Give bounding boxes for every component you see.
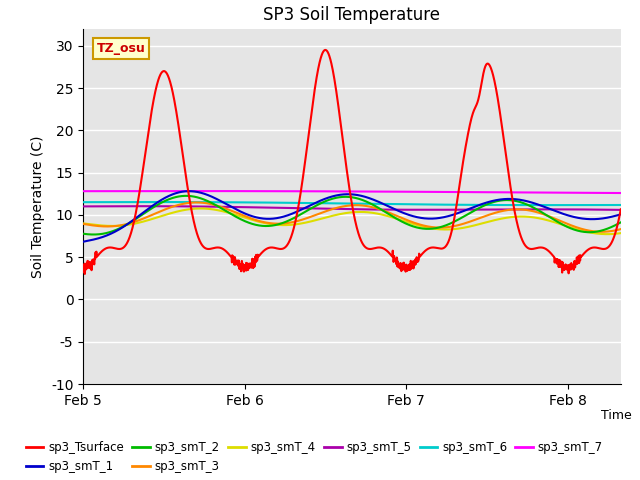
sp3_smT_7 [327, 189, 335, 194]
sp3_smT_2 [79, 231, 87, 237]
sp3_smT_5 [341, 206, 349, 212]
Y-axis label: Soil Temperature (C): Soil Temperature (C) [31, 135, 45, 277]
sp3_smT_6 [617, 202, 625, 208]
Text: TZ_osu: TZ_osu [97, 42, 145, 55]
sp3_smT_4 [327, 214, 335, 219]
sp3_smT_7 [107, 188, 115, 194]
sp3_Tsurface [341, 155, 349, 161]
sp3_smT_6 [341, 201, 349, 206]
sp3_Tsurface [602, 246, 609, 252]
sp3_smT_5 [107, 204, 115, 209]
Line: sp3_smT_1: sp3_smT_1 [83, 191, 621, 242]
Title: SP3 Soil Temperature: SP3 Soil Temperature [264, 6, 440, 24]
sp3_smT_1 [503, 196, 511, 202]
sp3_smT_7 [617, 190, 625, 196]
sp3_smT_4 [196, 205, 204, 211]
sp3_Tsurface [602, 246, 609, 252]
sp3_smT_6 [107, 199, 115, 205]
sp3_smT_5 [503, 206, 511, 212]
Line: sp3_smT_5: sp3_smT_5 [83, 206, 621, 210]
Line: sp3_Tsurface: sp3_Tsurface [83, 50, 621, 274]
sp3_smT_7 [602, 190, 609, 196]
sp3_smT_2 [90, 232, 97, 238]
Line: sp3_smT_7: sp3_smT_7 [83, 191, 621, 193]
sp3_smT_3 [602, 229, 609, 235]
sp3_smT_4 [341, 210, 349, 216]
sp3_Tsurface [107, 245, 115, 251]
sp3_smT_4 [602, 231, 609, 237]
sp3_smT_2 [602, 227, 609, 232]
sp3_smT_6 [152, 199, 159, 205]
sp3_smT_2 [617, 219, 625, 225]
sp3_Tsurface [503, 160, 511, 166]
sp3_smT_2 [327, 196, 335, 202]
sp3_smT_5 [602, 207, 609, 213]
sp3_smT_2 [602, 227, 609, 232]
sp3_smT_6 [79, 199, 87, 205]
Legend: sp3_Tsurface, sp3_smT_1, sp3_smT_2, sp3_smT_3, sp3_smT_4, sp3_smT_5, sp3_smT_6, : sp3_Tsurface, sp3_smT_1, sp3_smT_2, sp3_… [21, 436, 607, 478]
Text: Time: Time [601, 409, 632, 422]
sp3_smT_4 [503, 215, 511, 221]
sp3_smT_7 [188, 188, 196, 194]
sp3_smT_1 [79, 239, 87, 245]
sp3_smT_4 [107, 223, 115, 229]
sp3_smT_2 [107, 229, 115, 235]
Line: sp3_smT_2: sp3_smT_2 [83, 196, 621, 235]
sp3_smT_6 [503, 202, 511, 208]
sp3_smT_7 [79, 188, 87, 194]
sp3_smT_3 [617, 226, 625, 232]
sp3_smT_3 [341, 203, 349, 209]
sp3_Tsurface [81, 271, 89, 277]
sp3_smT_4 [602, 231, 609, 237]
sp3_smT_2 [182, 193, 190, 199]
sp3_smT_3 [193, 200, 200, 205]
sp3_smT_3 [503, 207, 511, 213]
sp3_smT_4 [604, 231, 611, 237]
sp3_smT_7 [341, 189, 349, 194]
Line: sp3_smT_3: sp3_smT_3 [83, 203, 621, 232]
sp3_smT_6 [602, 202, 609, 208]
sp3_smT_1 [327, 194, 335, 200]
Line: sp3_smT_6: sp3_smT_6 [83, 202, 621, 205]
sp3_smT_1 [602, 215, 609, 221]
sp3_smT_3 [598, 229, 605, 235]
sp3_smT_4 [617, 230, 625, 236]
sp3_smT_1 [617, 212, 625, 217]
sp3_smT_5 [327, 206, 335, 212]
sp3_smT_5 [79, 204, 87, 209]
sp3_smT_1 [602, 215, 609, 221]
sp3_Tsurface [79, 268, 87, 274]
sp3_Tsurface [327, 59, 335, 64]
Line: sp3_smT_4: sp3_smT_4 [83, 208, 621, 234]
sp3_smT_3 [79, 221, 87, 227]
sp3_Tsurface [321, 47, 329, 53]
sp3_smT_4 [79, 220, 87, 226]
sp3_Tsurface [617, 206, 625, 212]
sp3_smT_6 [327, 201, 335, 206]
sp3_smT_3 [327, 207, 335, 213]
sp3_smT_2 [341, 194, 349, 200]
sp3_smT_5 [602, 207, 609, 213]
sp3_smT_5 [617, 207, 625, 213]
sp3_smT_6 [545, 202, 553, 208]
sp3_smT_1 [341, 192, 349, 197]
sp3_smT_2 [503, 197, 511, 203]
sp3_smT_7 [503, 190, 511, 195]
sp3_smT_5 [139, 204, 147, 209]
sp3_smT_6 [602, 202, 609, 208]
sp3_smT_1 [107, 231, 115, 237]
sp3_smT_7 [602, 190, 609, 196]
sp3_smT_1 [185, 188, 193, 194]
sp3_smT_3 [107, 224, 115, 229]
sp3_smT_3 [602, 229, 609, 235]
